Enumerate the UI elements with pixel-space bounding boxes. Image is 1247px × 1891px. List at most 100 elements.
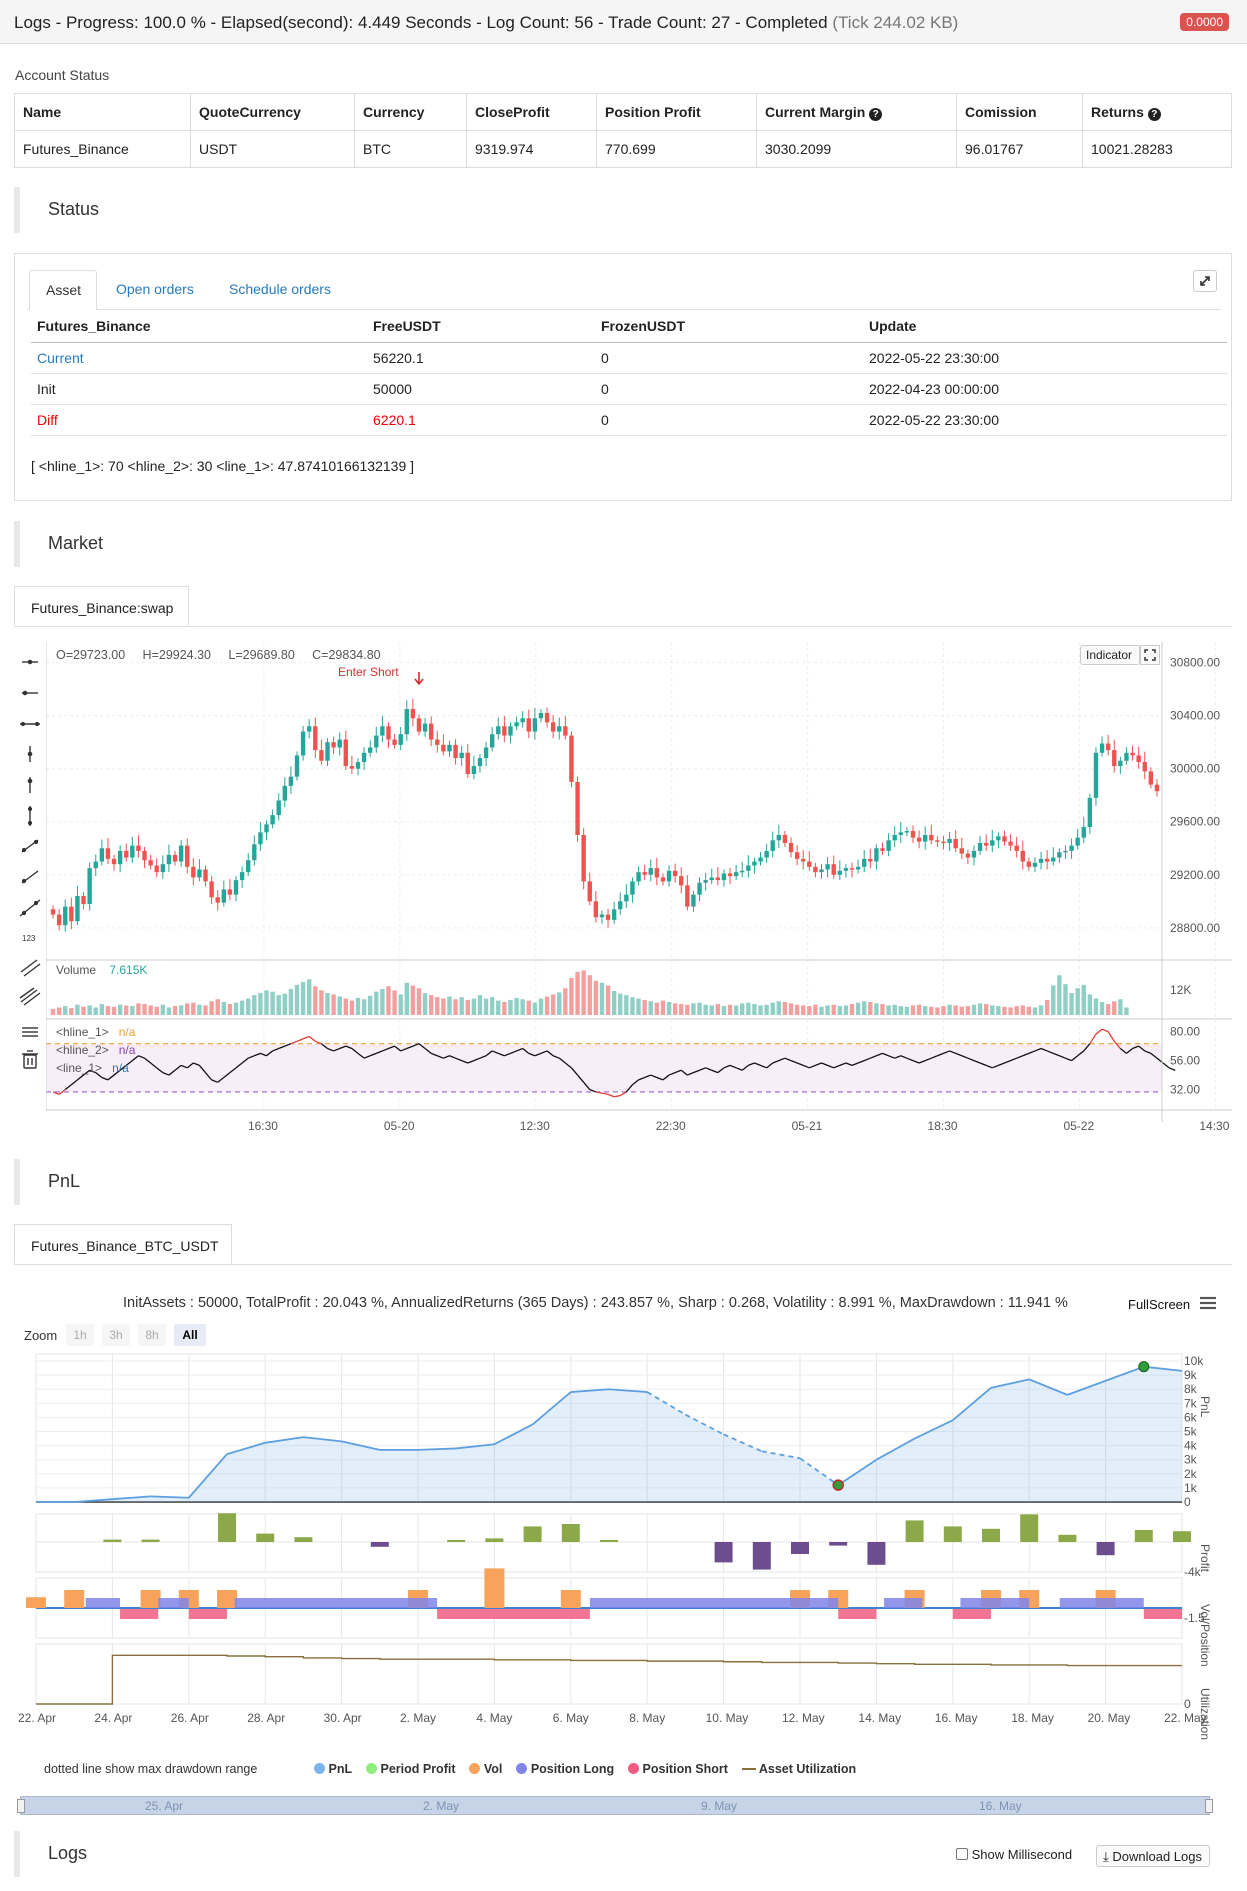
tab-open-orders[interactable]: Open orders	[116, 281, 194, 297]
legend-position-short[interactable]: Position Short	[628, 1762, 728, 1776]
zoom-8h-button[interactable]: 8h	[138, 1324, 166, 1346]
show-millisecond-label: Show Millisecond	[971, 1847, 1073, 1862]
col-returns-label: Returns	[1091, 103, 1144, 120]
extended-trend-tool-icon[interactable]	[19, 899, 41, 917]
indicator-line-segment	[1144, 1050, 1152, 1054]
candle-body	[1032, 862, 1038, 867]
horizontal-ray-tool-icon[interactable]	[22, 690, 38, 696]
download-logs-button[interactable]: ⤓ Download Logs	[1096, 1845, 1210, 1867]
candle-body	[569, 735, 574, 782]
candle-body	[178, 845, 184, 862]
volume-value: 7.615K	[109, 963, 148, 977]
indicator-line-segment	[558, 1057, 566, 1064]
help-icon[interactable]: ?	[1147, 107, 1161, 121]
volume-bar	[874, 1003, 879, 1015]
pitchfork-tool-icon[interactable]	[19, 987, 41, 1006]
indicator-line-segment	[784, 1057, 792, 1062]
indicator-line-segment	[198, 1064, 207, 1074]
fullscreen-icon[interactable]	[1140, 645, 1160, 665]
volume-bar	[605, 985, 611, 1015]
show-millisecond-checkbox[interactable]	[956, 1848, 968, 1860]
market-chart[interactable]: 30800.00 30400.00 30000.00 29600.00 29200.00…	[45, 642, 1232, 1142]
candle-body	[1099, 743, 1105, 753]
legend-pnl[interactable]: PnL	[314, 1762, 352, 1776]
indicator-line-segment	[357, 1052, 365, 1059]
legend-hline-2: <hline_2> n/a	[56, 1041, 135, 1059]
indicator-line-segment	[382, 1047, 389, 1052]
navigator-left-handle[interactable]	[17, 1799, 25, 1813]
candle-body	[416, 718, 422, 732]
indicator-line-segment	[625, 1084, 633, 1093]
legend-hline-2-value: n/a	[118, 1043, 136, 1057]
pnl-chart[interactable]: 22. Apr 24. Apr 26. Apr 28. Apr 30. Apr 2. Ma…	[14, 1352, 1234, 1812]
show-millisecond-toggle[interactable]: Show Millisecond	[956, 1847, 1072, 1862]
hamburger-menu-icon[interactable]	[1198, 1294, 1218, 1312]
market-section-header: Market	[14, 521, 1232, 567]
volume-bar	[435, 997, 440, 1015]
pnl-chart-svg[interactable]: 22. Apr 24. Apr 26. Apr 28. Apr 30. Apr 2. Ma…	[14, 1352, 1234, 1812]
indicator-line-segment	[607, 1093, 615, 1098]
help-icon[interactable]: ?	[869, 107, 883, 121]
candle-body	[386, 726, 391, 740]
row-current-label[interactable]: Current	[31, 342, 367, 374]
volume-bar	[922, 1006, 928, 1015]
navigator-right-handle[interactable]	[1205, 1799, 1213, 1813]
tab-asset[interactable]: Asset	[29, 270, 97, 310]
volume-bar	[374, 991, 379, 1015]
volume-bar	[953, 1005, 958, 1015]
volume-bar	[709, 1005, 714, 1015]
tab-market-symbol[interactable]: Futures_Binance:swap	[14, 586, 189, 626]
candle-body	[453, 744, 458, 759]
volume-bar	[288, 988, 294, 1015]
cell-update: 2022-05-22 23:30:00	[863, 404, 1227, 436]
volume-bar	[81, 1006, 86, 1015]
candle-body	[1069, 845, 1074, 851]
legend-position-long[interactable]: Position Long	[516, 1762, 614, 1776]
period-profit-bar	[791, 1542, 809, 1554]
vertical-extended-tool-icon[interactable]	[27, 806, 33, 826]
volume-bar	[532, 1002, 538, 1015]
vertical-line-tool-icon[interactable]	[27, 746, 33, 762]
zoom-all-button[interactable]: All	[174, 1324, 206, 1346]
fullscreen-link[interactable]: FullScreen	[1128, 1297, 1191, 1312]
period-profit-bar	[1134, 1530, 1153, 1542]
candle-body	[990, 840, 995, 846]
row-init-label: Init	[31, 373, 367, 405]
candle-body	[191, 866, 196, 878]
legend-period-profit[interactable]: Period Profit	[366, 1762, 456, 1776]
tab-pnl-symbol[interactable]: Futures_Binance_BTC_USDT	[14, 1224, 232, 1264]
extended-line-tool-icon[interactable]	[20, 721, 40, 727]
volume-bar	[1026, 1006, 1032, 1015]
legend-asset-utilization[interactable]: Asset Utilization	[741, 1762, 856, 1776]
volume-bar	[56, 1007, 62, 1015]
candle-body	[428, 723, 434, 740]
candle-body	[154, 865, 159, 873]
col-returns: Returns ?	[1082, 93, 1232, 131]
candle-body	[142, 850, 147, 861]
volume-tick-label: 12K	[1170, 983, 1191, 997]
lines-menu-icon[interactable]	[22, 1027, 38, 1037]
ray-line-tool-icon[interactable]	[21, 870, 39, 884]
time-tick-label: 14:30	[1199, 1119, 1229, 1133]
pnl-heading: PnL	[48, 1171, 81, 1191]
price-label-tool-icon[interactable]: 123	[22, 934, 36, 943]
trash-icon[interactable]	[22, 1050, 38, 1069]
parallel-channel-tool-icon[interactable]	[20, 959, 41, 977]
indicator-line-segment	[815, 1062, 822, 1067]
range-navigator[interactable]: 25. Apr 2. May 9. May 16. May	[17, 1796, 1213, 1815]
expand-icon[interactable]	[1193, 270, 1217, 292]
market-chart-svg[interactable]: 30800.00 30400.00 30000.00 29600.00 29200.00…	[45, 642, 1232, 1142]
indicator-line-segment	[1004, 1059, 1011, 1064]
legend-vol[interactable]: Vol	[469, 1762, 502, 1776]
trend-line-tool-icon[interactable]	[21, 839, 39, 853]
horizontal-line-tool-icon[interactable]	[22, 659, 38, 665]
candle-body	[996, 836, 1001, 841]
tab-schedule-orders[interactable]: Schedule orders	[229, 281, 331, 297]
indicator-line-segment	[595, 1091, 603, 1094]
indicator-line-segment	[327, 1047, 334, 1052]
vertical-ray-tool-icon[interactable]	[27, 777, 33, 793]
candle-body	[117, 850, 123, 865]
zoom-3h-button[interactable]: 3h	[102, 1324, 130, 1346]
zoom-1h-button[interactable]: 1h	[66, 1324, 94, 1346]
indicator-button[interactable]: Indicator	[1080, 645, 1140, 665]
